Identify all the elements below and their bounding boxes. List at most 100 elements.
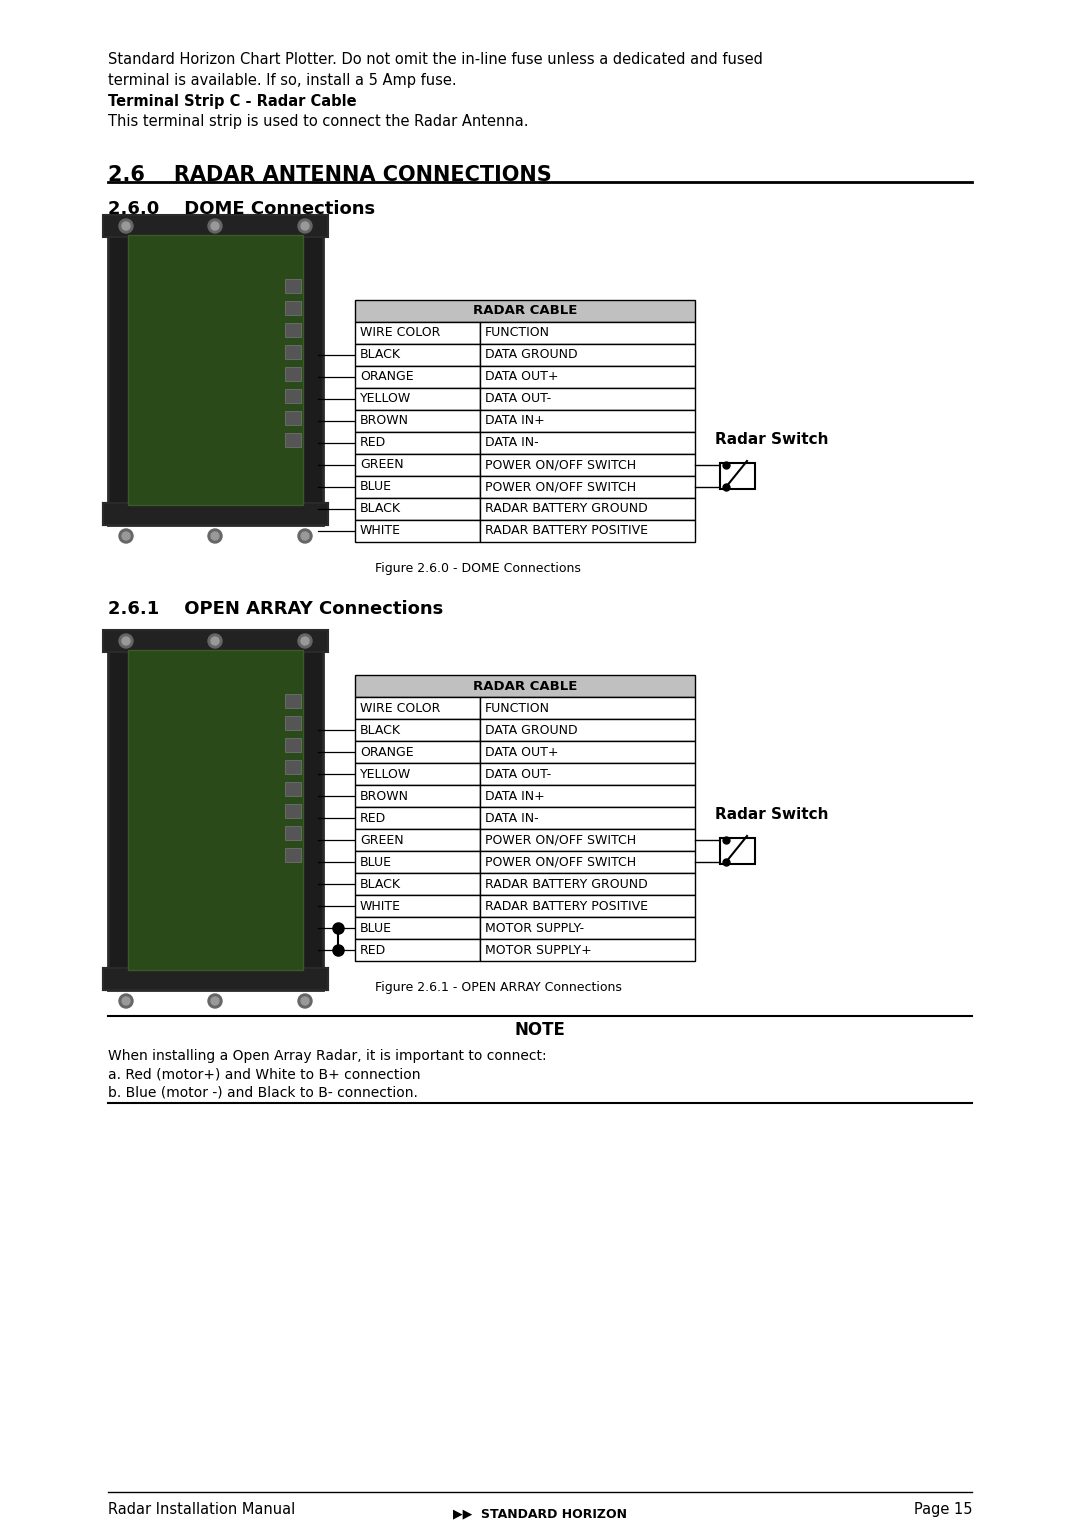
Bar — [285, 715, 301, 731]
Bar — [355, 850, 480, 873]
Bar — [355, 411, 480, 432]
Bar — [285, 411, 301, 424]
Text: DATA IN+: DATA IN+ — [485, 789, 544, 803]
Bar — [285, 300, 301, 316]
Bar — [355, 345, 480, 366]
Circle shape — [122, 997, 130, 1005]
Bar — [355, 519, 480, 542]
Text: BLACK: BLACK — [360, 348, 401, 362]
Text: FUNCTION: FUNCTION — [485, 326, 550, 340]
Circle shape — [211, 637, 219, 645]
Bar — [285, 368, 301, 381]
Bar — [355, 784, 480, 807]
Bar — [355, 807, 480, 829]
Text: When installing a Open Array Radar, it is important to connect:: When installing a Open Array Radar, it i… — [108, 1049, 546, 1063]
Text: WHITE: WHITE — [360, 524, 401, 538]
Bar — [355, 829, 480, 850]
Bar — [480, 366, 696, 388]
Bar — [103, 968, 328, 990]
Text: GREEN: GREEN — [360, 833, 404, 847]
Circle shape — [298, 529, 312, 542]
Bar — [285, 434, 301, 447]
Text: MOTOR SUPPLY-: MOTOR SUPPLY- — [485, 922, 584, 935]
Bar — [355, 453, 480, 476]
Text: Standard Horizon Chart Plotter. Do not omit the in-line fuse unless a dedicated : Standard Horizon Chart Plotter. Do not o… — [108, 52, 762, 67]
Bar — [103, 214, 328, 237]
Bar — [480, 432, 696, 453]
Text: 2.6.1    OPEN ARRAY Connections: 2.6.1 OPEN ARRAY Connections — [108, 601, 443, 617]
Text: 2.6    RADAR ANTENNA CONNECTIONS: 2.6 RADAR ANTENNA CONNECTIONS — [108, 165, 552, 185]
Bar — [480, 784, 696, 807]
Text: BLACK: BLACK — [360, 502, 401, 515]
Text: DATA OUT+: DATA OUT+ — [485, 371, 558, 383]
Bar — [480, 763, 696, 784]
Bar — [285, 345, 301, 358]
Circle shape — [119, 219, 133, 233]
Bar — [355, 322, 480, 345]
Bar — [355, 918, 480, 939]
Bar — [480, 411, 696, 432]
Circle shape — [301, 637, 309, 645]
Text: WIRE COLOR: WIRE COLOR — [360, 702, 441, 714]
Bar — [355, 939, 480, 961]
Text: MOTOR SUPPLY+: MOTOR SUPPLY+ — [485, 944, 592, 956]
Bar — [285, 760, 301, 774]
Bar — [129, 650, 303, 970]
Circle shape — [208, 219, 222, 233]
Circle shape — [301, 222, 309, 230]
Text: RADAR CABLE: RADAR CABLE — [473, 305, 577, 317]
Bar — [720, 463, 755, 489]
Bar — [285, 781, 301, 797]
Bar — [480, 697, 696, 719]
Text: Page 15: Page 15 — [914, 1501, 972, 1517]
Bar — [103, 502, 328, 525]
Text: Figure 2.6.0 - DOME Connections: Figure 2.6.0 - DOME Connections — [375, 562, 581, 574]
Circle shape — [122, 222, 130, 230]
Text: 2.6.0    DOME Connections: 2.6.0 DOME Connections — [108, 201, 375, 218]
Text: POWER ON/OFF SWITCH: POWER ON/OFF SWITCH — [485, 481, 636, 493]
Circle shape — [122, 637, 130, 645]
Bar — [285, 738, 301, 752]
Text: ORANGE: ORANGE — [360, 371, 414, 383]
Text: DATA GROUND: DATA GROUND — [485, 348, 578, 362]
Bar — [480, 939, 696, 961]
Circle shape — [301, 532, 309, 539]
Text: BLUE: BLUE — [360, 481, 392, 493]
Text: RED: RED — [360, 437, 387, 449]
Text: Terminal Strip C - Radar Cable: Terminal Strip C - Radar Cable — [108, 93, 356, 109]
Text: RADAR BATTERY POSITIVE: RADAR BATTERY POSITIVE — [485, 524, 648, 538]
Bar — [285, 323, 301, 337]
Bar — [355, 763, 480, 784]
Circle shape — [122, 532, 130, 539]
Text: DATA OUT+: DATA OUT+ — [485, 746, 558, 758]
Text: GREEN: GREEN — [360, 458, 404, 472]
Text: DATA OUT-: DATA OUT- — [485, 392, 551, 406]
Text: NOTE: NOTE — [514, 1020, 566, 1039]
Circle shape — [119, 529, 133, 542]
Text: RADAR BATTERY GROUND: RADAR BATTERY GROUND — [485, 502, 648, 515]
Circle shape — [298, 994, 312, 1008]
Bar — [355, 873, 480, 895]
Bar — [103, 630, 328, 653]
Text: Radar Switch: Radar Switch — [715, 432, 828, 447]
Text: a. Red (motor+) and White to B+ connection: a. Red (motor+) and White to B+ connecti… — [108, 1068, 420, 1082]
Circle shape — [208, 634, 222, 648]
Text: YELLOW: YELLOW — [360, 768, 411, 780]
Bar — [480, 345, 696, 366]
Bar — [355, 697, 480, 719]
Circle shape — [211, 532, 219, 539]
Bar — [480, 829, 696, 850]
Bar — [355, 388, 480, 411]
Circle shape — [211, 997, 219, 1005]
Bar — [480, 453, 696, 476]
Text: DATA IN+: DATA IN+ — [485, 415, 544, 427]
Bar — [480, 322, 696, 345]
Bar — [108, 214, 323, 525]
Text: ORANGE: ORANGE — [360, 746, 414, 758]
Bar — [355, 476, 480, 498]
Text: Radar Switch: Radar Switch — [715, 807, 828, 823]
Circle shape — [301, 997, 309, 1005]
Circle shape — [208, 994, 222, 1008]
Text: BROWN: BROWN — [360, 789, 409, 803]
Bar — [480, 895, 696, 918]
